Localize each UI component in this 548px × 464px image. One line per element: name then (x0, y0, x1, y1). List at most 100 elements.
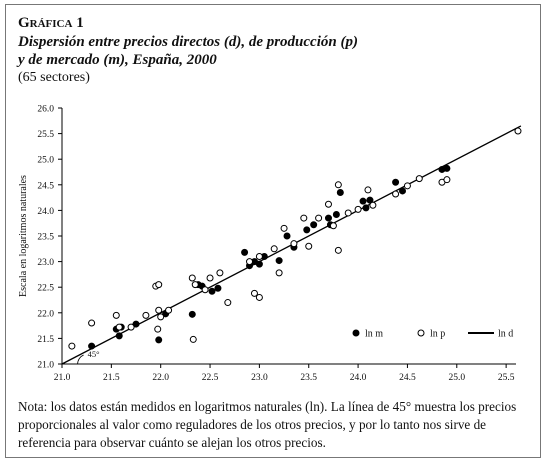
point-ln-p (142, 311, 150, 319)
point-ln-m (443, 164, 451, 172)
point-ln-m (332, 210, 340, 218)
point-ln-p (392, 190, 400, 198)
figure-note: Nota: los datos están medidos en logarit… (18, 399, 517, 450)
point-ln-p (354, 205, 362, 213)
point-ln-p (255, 252, 263, 260)
x-tick-label: 23.5 (300, 373, 317, 383)
point-ln-m (310, 221, 318, 229)
point-ln-p (329, 222, 337, 230)
figure-subtitle: (65 sectores) (18, 70, 90, 85)
point-ln-p (157, 313, 165, 321)
point-ln-m (155, 336, 163, 344)
point-ln-p (255, 293, 263, 301)
point-ln-m (214, 284, 222, 292)
x-tick-label: 21.5 (103, 373, 120, 383)
point-ln-p (403, 182, 411, 190)
y-tick-label: 25.5 (37, 130, 54, 140)
x-tick-label: 25.5 (498, 373, 515, 383)
point-ln-p (188, 274, 196, 282)
point-ln-p (300, 214, 308, 222)
point-ln-m (399, 187, 406, 195)
point-ln-m (115, 332, 123, 340)
point-ln-p (112, 311, 120, 319)
point-ln-p (415, 175, 423, 183)
y-tick-label: 24.5 (37, 181, 54, 191)
point-ln-p (334, 246, 342, 254)
legend-label-ln-p: ln p (430, 329, 445, 340)
point-ln-p (191, 281, 199, 289)
y-tick-label: 21.5 (37, 335, 54, 345)
annotation-45: 45° (88, 349, 100, 359)
point-ln-p (280, 224, 288, 232)
point-ln-p (115, 323, 123, 331)
x-tick-label: 24.5 (399, 373, 416, 383)
figure-header: Gráfica 1 Dispersión entre precios direc… (18, 14, 528, 86)
y-tick-label: 23.5 (37, 233, 54, 243)
point-ln-p (290, 240, 298, 248)
point-ln-p (68, 342, 76, 350)
point-ln-m (324, 214, 332, 222)
y-tick-label: 22.5 (37, 284, 54, 294)
point-ln-m (132, 320, 140, 328)
point-ln-m (241, 248, 249, 256)
x-tick-label: 21.0 (54, 373, 71, 383)
y-tick-label: 22.0 (37, 309, 54, 319)
point-ln-p (165, 306, 173, 314)
point-ln-m (362, 204, 370, 212)
point-ln-p (334, 181, 342, 189)
point-ln-p (344, 209, 352, 217)
y-tick-label: 21.0 (37, 361, 54, 371)
x-tick-label: 22.0 (152, 373, 169, 383)
point-ln-m (392, 178, 400, 186)
figure-label: Gráfica 1 (18, 15, 84, 31)
point-ln-p (88, 319, 96, 327)
point-ln-p (275, 269, 283, 277)
point-ln-m (303, 226, 311, 234)
point-ln-p (154, 325, 162, 333)
point-ln-p (305, 242, 313, 250)
point-ln-m (88, 342, 96, 350)
y-tick-label: 24.0 (37, 207, 54, 217)
point-ln-p (246, 258, 254, 266)
figure-title-line2: y de mercado (m), España, 2000 (18, 52, 217, 68)
figure-frame (5, 4, 541, 458)
point-ln-p (189, 335, 197, 343)
point-ln-p (250, 289, 258, 297)
point-ln-p (206, 274, 214, 282)
point-ln-p (216, 269, 224, 277)
point-ln-p (201, 286, 209, 294)
legend-label-ln-m: ln m (365, 329, 383, 340)
point-ln-m (336, 188, 344, 196)
x-tick-label: 23.0 (251, 373, 268, 383)
point-ln-p (369, 201, 377, 209)
point-ln-m (283, 232, 291, 240)
figure-title-line1: Dispersión entre precios directos (d), d… (18, 34, 358, 50)
point-ln-p (155, 306, 163, 314)
legend-label-ln-d: ln d (498, 329, 513, 340)
angle-arc (77, 354, 84, 365)
point-ln-p (224, 299, 232, 307)
point-ln-m (188, 310, 196, 318)
point-ln-p (514, 127, 522, 135)
legend-marker-ln-m (352, 329, 360, 337)
point-ln-p (443, 176, 451, 184)
point-ln-p (127, 323, 135, 331)
y-tick-label: 23.0 (37, 258, 54, 268)
point-ln-m (208, 287, 216, 295)
x-tick-label: 24.0 (350, 373, 367, 383)
point-ln-m (366, 196, 374, 204)
y-tick-label: 26.0 (37, 105, 54, 115)
point-ln-m (275, 257, 283, 265)
point-ln-m (359, 197, 367, 205)
y-tick-label: 25.0 (37, 156, 54, 166)
legend-marker-ln-p (417, 329, 425, 337)
x-tick-label: 22.5 (202, 373, 219, 383)
point-ln-m (255, 260, 263, 268)
y-axis-label: Escala en logaritmos naturales (18, 175, 29, 297)
point-ln-p (364, 186, 372, 194)
point-ln-p (155, 281, 163, 289)
point-ln-p (324, 200, 332, 208)
point-ln-p (270, 245, 278, 253)
x-tick-label: 25.0 (448, 373, 465, 383)
